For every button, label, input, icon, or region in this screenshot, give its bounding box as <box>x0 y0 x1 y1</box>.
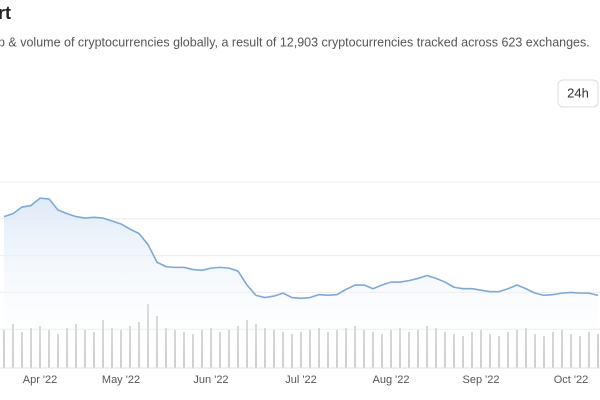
x-tick-label: Apr '22 <box>23 374 58 386</box>
range-button-label[interactable]: 24h <box>567 85 589 100</box>
area-fill <box>4 198 598 366</box>
chart-title: rt <box>0 3 11 23</box>
chart-subtitle: p & volume of cryptocurrencies globally,… <box>0 35 590 49</box>
x-tick-label: Oct '22 <box>554 374 589 386</box>
market-cap-line <box>3 197 599 300</box>
x-tick-label: May '22 <box>102 374 140 386</box>
x-tick-label: Jun '22 <box>193 374 228 386</box>
range-button[interactable] <box>557 79 599 108</box>
x-tick-label: Sep '22 <box>463 374 500 386</box>
x-tick-label: Aug '22 <box>373 374 410 386</box>
x-tick-label: Jul '22 <box>285 374 316 386</box>
